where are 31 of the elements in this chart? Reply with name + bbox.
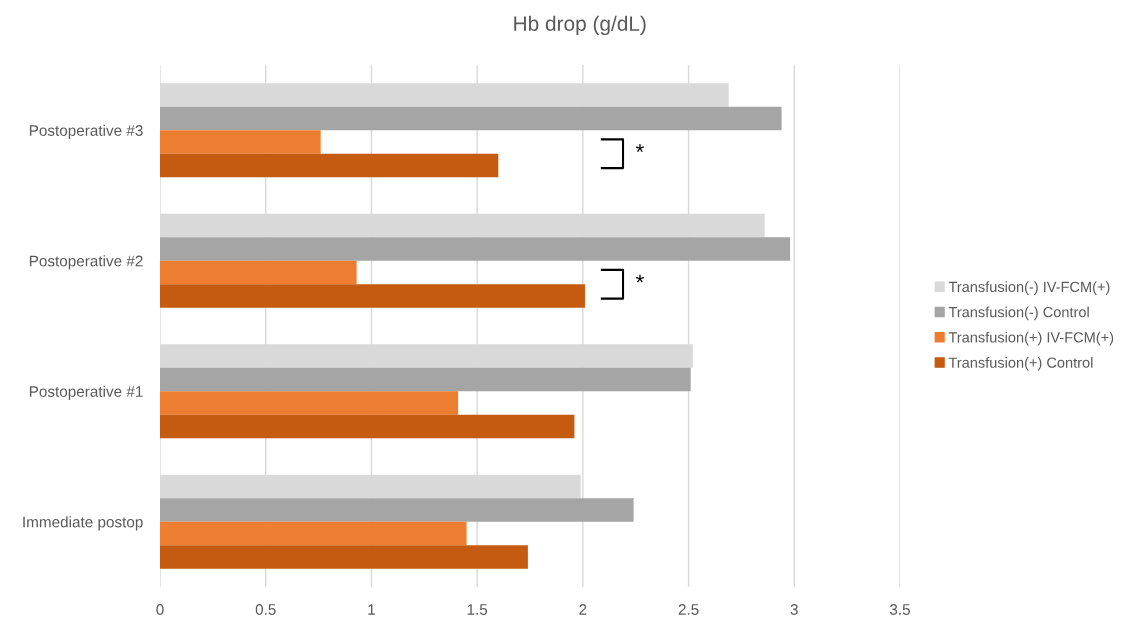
bar: [160, 414, 575, 439]
legend-label: Transfusion(-) IV-FCM(+): [948, 281, 1110, 295]
y-tick-label: Postoperative #3: [29, 124, 143, 139]
legend-label: Transfusion(-) Control: [948, 306, 1089, 321]
legend-label: Transfusion(+) IV-FCM(+): [948, 331, 1114, 346]
x-tick-label: 0.5: [255, 604, 276, 615]
chart-title: Hb drop (g/dL): [514, 15, 646, 36]
bar: [160, 106, 782, 131]
x-tick-label: 2: [579, 604, 587, 615]
bar: [160, 237, 791, 261]
bar: [160, 521, 467, 546]
x-tick-label: 2.5: [678, 604, 699, 615]
x-tick-label: 3: [790, 604, 798, 615]
y-tick-label: Postoperative #2: [29, 255, 143, 270]
annotation: *: [635, 274, 644, 283]
x-tick-label: 1: [368, 604, 375, 615]
bar: [160, 498, 634, 522]
annotation: *: [635, 144, 644, 152]
y-tick-label: Postoperative #1: [29, 385, 143, 400]
bar: [160, 260, 357, 285]
bar: [160, 367, 691, 392]
x-tick-label: 0: [156, 604, 164, 615]
legend-label: Transfusion(+) Control: [948, 357, 1093, 371]
bar: [160, 545, 528, 569]
x-tick-label: 1.5: [467, 604, 488, 615]
bar: [160, 284, 585, 308]
bar: [160, 153, 499, 178]
x-tick-label: 3.5: [889, 604, 910, 615]
y-tick-label: Immediate postop: [23, 516, 143, 531]
bar: [160, 391, 459, 415]
bar: [160, 130, 321, 154]
